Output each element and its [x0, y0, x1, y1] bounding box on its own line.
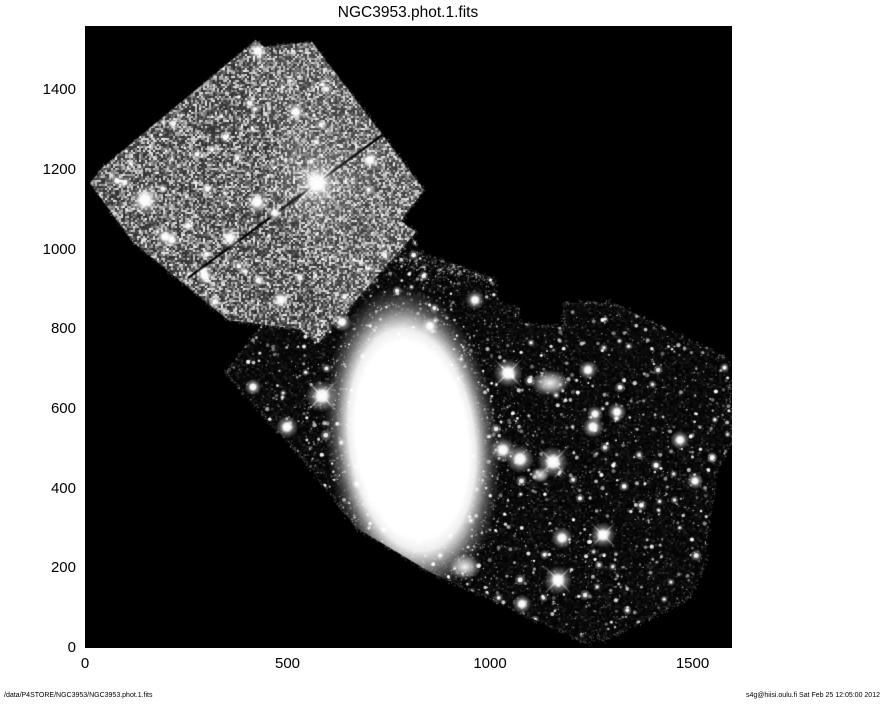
plot-title: NGC3953.phot.1.fits: [337, 4, 479, 21]
fits-image: [85, 26, 732, 648]
y-tick-label: 800: [50, 320, 76, 338]
x-tick-label: 1000: [473, 655, 507, 672]
y-tick-label: 0: [67, 639, 76, 656]
y-tick-label: 1200: [42, 160, 76, 178]
footer-file-path: /data/P4STORE/NGC3953/NGC3953.phot.1.fit…: [4, 692, 153, 699]
y-tick-label: 1400: [42, 81, 76, 99]
y-tick-label: 600: [50, 399, 76, 417]
x-tick-label: 500: [274, 655, 301, 672]
x-tick-label: 0: [80, 655, 90, 672]
footer-user-timestamp: s4g@hiisi.oulu.fi Sat Feb 25 12:05:00 20…: [746, 692, 880, 699]
y-tick-label: 1000: [42, 240, 76, 258]
x-tick-label: 1500: [675, 655, 710, 672]
y-tick-label: 400: [50, 479, 76, 497]
y-tick-label: 200: [50, 559, 76, 577]
